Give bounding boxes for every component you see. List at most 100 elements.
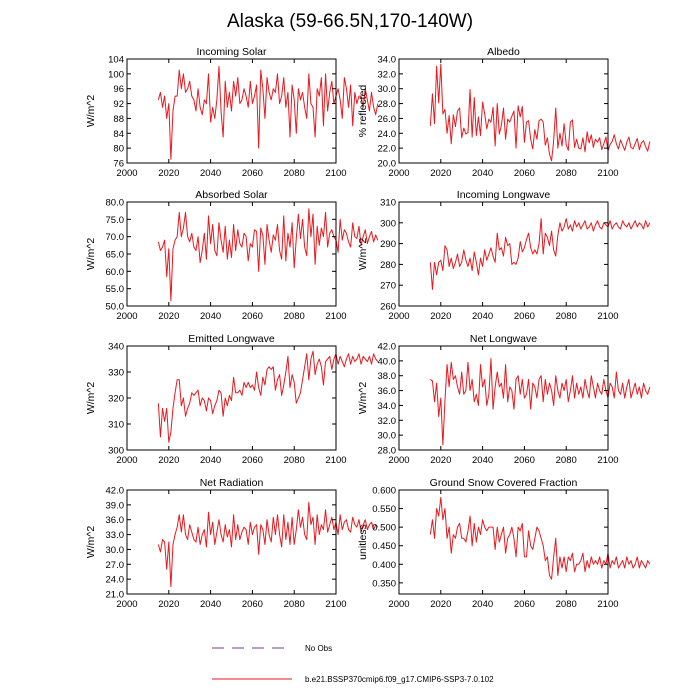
panel-net-longwave: Net Longwave W/m^2 28.0 30.0 32.0 34.0 36.0 38.…: [357, 333, 651, 466]
y-tick-label: 24.0: [378, 129, 397, 140]
y-tick-label: 24.0: [106, 575, 125, 586]
x-tick-label: 2020: [158, 599, 179, 610]
plot-frame: [398, 489, 609, 595]
y-tick-label: 0.600: [372, 486, 396, 497]
y-tick-label: 75.0: [106, 215, 125, 226]
y-tick-label: 260: [380, 302, 396, 313]
y-tick-label: 0.500: [372, 523, 396, 534]
series-line-albedo: [429, 63, 651, 162]
x-tick-label: 2020: [430, 311, 451, 322]
x-tick-label: 2000: [388, 455, 409, 466]
x-tick-label: 2040: [200, 455, 221, 466]
panel-ground-snow-covered-fraction: Ground Snow Covered Fraction unitless 0.35…: [357, 477, 651, 610]
x-tick-label: 2000: [388, 168, 409, 179]
y-tick-label: 28.0: [378, 446, 397, 457]
x-tick-label: 2080: [284, 311, 305, 322]
x-tick-label: 2080: [556, 455, 577, 466]
y-tick-label: 310: [108, 420, 124, 431]
y-tick-label: 27.0: [106, 560, 125, 571]
x-tick-label: 2000: [116, 599, 137, 610]
y-tick-label: 104: [108, 55, 124, 66]
y-tick-label: 80: [113, 144, 124, 155]
legend-label-no-obs: No Obs: [305, 644, 332, 653]
x-tick-label: 2100: [597, 599, 618, 610]
x-tick-label: 2060: [514, 455, 535, 466]
x-tick-label: 2080: [556, 311, 577, 322]
y-axis-label: W/m^2: [85, 238, 97, 271]
x-tick-label: 2100: [325, 455, 346, 466]
figure-title: Alaska (59-66.5N,170-140W): [227, 11, 473, 32]
y-tick-label: 280: [380, 260, 396, 271]
panel-title: Albedo: [487, 46, 520, 58]
y-tick-label: 60.0: [106, 267, 125, 278]
y-axis-label: W/m^2: [357, 238, 369, 271]
plot-frame: [398, 201, 609, 307]
y-tick-label: 38.0: [378, 371, 397, 382]
x-tick-label: 2040: [200, 599, 221, 610]
x-tick-label: 2000: [116, 168, 137, 179]
legend-label-model-run: b.e21.BSSP370cmip6.f09_g17.CMIP6-SSP3-7.…: [305, 675, 494, 684]
x-tick-label: 2040: [472, 599, 493, 610]
y-tick-label: 22.0: [378, 144, 397, 155]
x-tick-label: 2040: [472, 311, 493, 322]
x-tick-label: 2040: [200, 311, 221, 322]
y-tick-label: 270: [380, 281, 396, 292]
x-tick-label: 2020: [430, 168, 451, 179]
y-tick-label: 40.0: [378, 356, 397, 367]
y-tick-label: 36.0: [378, 386, 397, 397]
plot-frame: [126, 58, 337, 164]
y-tick-label: 20.0: [378, 159, 397, 170]
y-axis-label: % reflected: [357, 85, 369, 138]
y-tick-label: 42.0: [378, 342, 397, 353]
plot-frame: [398, 58, 609, 164]
series-line-incoming-longwave: [429, 218, 651, 290]
panel-albedo: Albedo % reflected 20.0 22.0 24.0 26.0 28.0 30.…: [357, 46, 651, 179]
y-tick-label: 0.350: [372, 578, 396, 589]
y-tick-label: 330: [108, 368, 124, 379]
y-tick-label: 34.0: [378, 55, 397, 66]
panel-absorbed-solar: Absorbed Solar W/m^2 50.0 55.0 60.0 65.0 70.0 7…: [85, 189, 379, 322]
y-tick-label: 300: [108, 446, 124, 457]
y-tick-label: 28.0: [378, 99, 397, 110]
y-tick-label: 0.550: [372, 504, 396, 515]
y-tick-label: 33.0: [106, 530, 125, 541]
panel-title: Net Longwave: [470, 333, 537, 345]
x-tick-label: 2040: [472, 168, 493, 179]
y-tick-label: 42.0: [106, 486, 125, 497]
y-tick-label: 92: [113, 99, 124, 110]
panel-title: Emitted Longwave: [188, 333, 275, 345]
panels: Incoming Solar W/m^2 76 80 84 88 92 96 100 104 200…: [85, 46, 651, 610]
y-tick-label: 70.0: [106, 232, 125, 243]
x-tick-label: 2080: [284, 455, 305, 466]
x-tick-label: 2100: [325, 599, 346, 610]
y-tick-label: 80.0: [106, 198, 125, 209]
x-tick-label: 2060: [514, 311, 535, 322]
y-tick-label: 32.0: [378, 416, 397, 427]
x-tick-label: 2100: [597, 311, 618, 322]
panel-title: Net Radiation: [200, 477, 264, 489]
y-tick-label: 55.0: [106, 284, 125, 295]
x-tick-label: 2060: [242, 168, 263, 179]
x-tick-label: 2080: [284, 599, 305, 610]
x-tick-label: 2000: [116, 311, 137, 322]
y-tick-label: 76: [113, 159, 124, 170]
y-tick-label: 26.0: [378, 114, 397, 125]
x-tick-label: 2020: [158, 168, 179, 179]
series-line-net-longwave: [430, 358, 651, 446]
series-line-incoming-solar: [157, 65, 379, 160]
series-line-ground-snow-covered-fraction: [429, 496, 651, 580]
x-tick-label: 2060: [514, 599, 535, 610]
x-tick-label: 2060: [242, 455, 263, 466]
y-tick-label: 21.0: [106, 590, 125, 601]
x-tick-label: 2020: [158, 455, 179, 466]
y-axis-label: W/m^2: [357, 382, 369, 415]
series-line-emitted-longwave: [157, 350, 379, 443]
y-tick-label: 300: [380, 218, 396, 229]
panel-title: Absorbed Solar: [195, 189, 268, 201]
y-tick-label: 32.0: [378, 69, 397, 80]
y-tick-label: 100: [108, 69, 124, 80]
x-tick-label: 2100: [325, 168, 346, 179]
x-tick-label: 2060: [242, 599, 263, 610]
legend: No Obs b.e21.BSSP370cmip6.f09_g17.CMIP6-…: [212, 644, 494, 684]
y-tick-label: 30.0: [378, 431, 397, 442]
